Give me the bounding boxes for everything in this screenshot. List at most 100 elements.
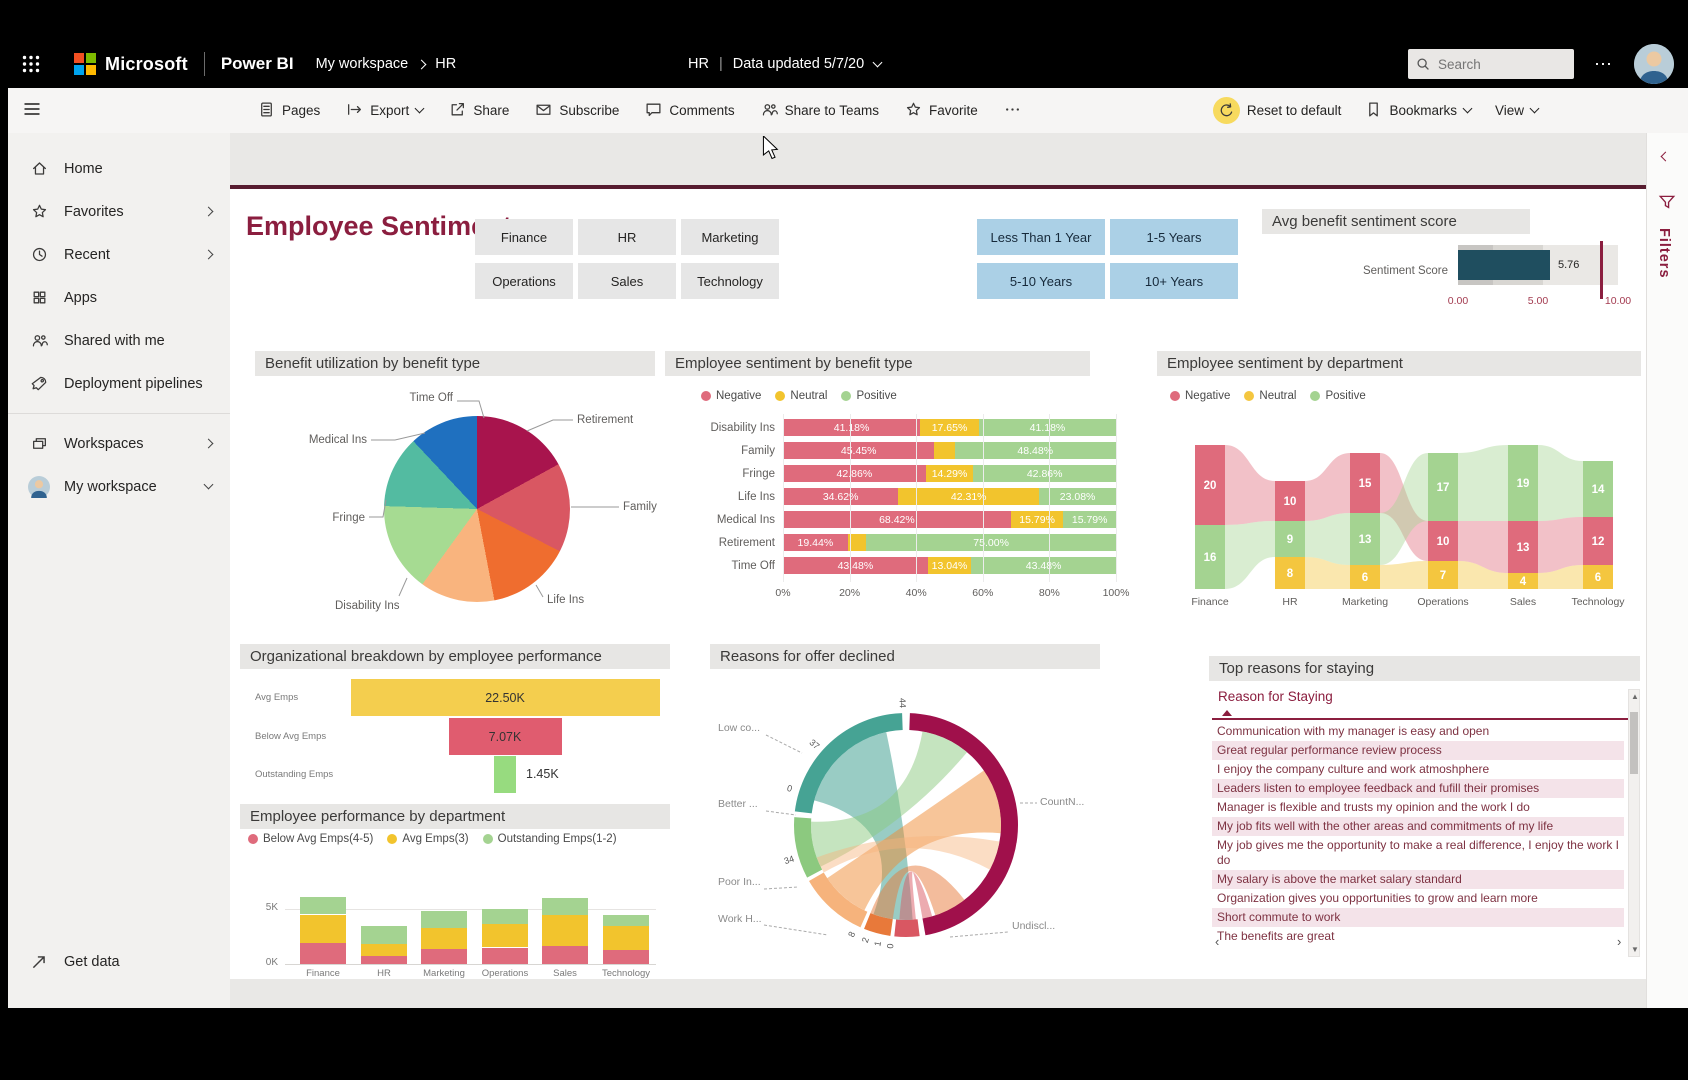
pie-chart[interactable] xyxy=(384,416,570,602)
ribbon-column-technology-neutral[interactable] xyxy=(1583,565,1613,589)
bar-segment-positive[interactable]: 48.48% xyxy=(954,442,1116,459)
search-box[interactable] xyxy=(1408,49,1574,79)
tenure-slicer-5-10-years[interactable]: 5-10 Years xyxy=(977,263,1105,299)
bar-segment-neutral[interactable] xyxy=(934,442,955,459)
bar-segment-positive[interactable]: 41.18% xyxy=(978,419,1117,436)
perf-segment-sales-avg-emps-3[interactable] xyxy=(542,914,588,947)
perf-segment-marketing-outstanding-emps-1-2[interactable] xyxy=(421,911,467,928)
table-scrollbar[interactable]: ▲ ▼ xyxy=(1628,689,1640,957)
chevron-down-icon[interactable] xyxy=(872,57,883,67)
sidebar-item-recent[interactable]: Recent xyxy=(8,233,230,276)
ribbon-column-finance-positive[interactable] xyxy=(1195,525,1225,589)
bar-time-off[interactable]: 43.48% 13.04% 43.48% xyxy=(783,557,1116,574)
sidebar-item-deployment-pipelines[interactable]: Deployment pipelines xyxy=(8,362,230,405)
scrollbar-thumb[interactable] xyxy=(1630,712,1638,774)
ribbon-column-finance-negative[interactable] xyxy=(1195,445,1225,525)
table-scroll-right-icon[interactable]: › xyxy=(1617,934,1622,949)
toolbar-subscribe-button[interactable]: Subscribe xyxy=(535,101,619,121)
chord-arc-low-co[interactable] xyxy=(794,713,903,814)
ribbon-column-sales-neutral[interactable] xyxy=(1508,573,1538,589)
toolbar-share-to-teams-button[interactable]: Share to Teams xyxy=(761,101,879,121)
table-row[interactable]: My job fits well with the other areas an… xyxy=(1212,817,1624,836)
tenure-slicer-10-years[interactable]: 10+ Years xyxy=(1110,263,1238,299)
dept-slicer-operations[interactable]: Operations xyxy=(475,263,573,299)
funnel-bar-below-avg-emps[interactable]: 7.07K xyxy=(448,718,562,755)
user-avatar[interactable] xyxy=(1634,44,1674,84)
bar-medical-ins[interactable]: 68.42% 15.79% 15.79% xyxy=(783,511,1116,528)
get-data-button[interactable]: Get data xyxy=(8,944,230,980)
funnel-bar-outstanding-emps[interactable] xyxy=(494,756,516,793)
gauge-bar[interactable] xyxy=(1458,250,1550,280)
toolbar-view-button[interactable]: View xyxy=(1495,103,1540,118)
bar-segment-negative[interactable]: 43.48% xyxy=(783,557,928,574)
perf-segment-finance-avg-emps-3[interactable] xyxy=(300,914,346,944)
ribbon-column-hr-positive[interactable] xyxy=(1275,521,1305,557)
perf-segment-operations-below-avg-emps-4-5[interactable] xyxy=(482,947,528,964)
toolbar-bookmarks-button[interactable]: Bookmarks xyxy=(1365,101,1473,121)
ribbon-column-sales-positive[interactable] xyxy=(1508,445,1538,521)
chord-arc-countn[interactable] xyxy=(909,713,1018,936)
bar-segment-negative[interactable]: 42.86% xyxy=(783,465,926,482)
chord-arc-undiscl[interactable] xyxy=(894,919,920,937)
bar-segment-neutral[interactable]: 15.79% xyxy=(1010,511,1064,528)
bar-segment-positive[interactable]: 23.08% xyxy=(1039,488,1117,505)
ribbon-column-technology-positive[interactable] xyxy=(1583,461,1613,517)
bar-segment-negative[interactable]: 68.42% xyxy=(783,511,1011,528)
table-row[interactable]: My salary is above the market salary sta… xyxy=(1212,870,1624,889)
perf-segment-technology-avg-emps-3[interactable] xyxy=(603,925,649,950)
perf-segment-hr-avg-emps-3[interactable] xyxy=(361,944,407,957)
table-row[interactable]: Great regular performance review process xyxy=(1212,741,1624,760)
perf-segment-technology-below-avg-emps-4-5[interactable] xyxy=(603,949,649,964)
perf-segment-sales-below-avg-emps-4-5[interactable] xyxy=(542,946,588,964)
more-options-icon[interactable]: ⋯ xyxy=(1594,53,1614,74)
filter-funnel-icon[interactable] xyxy=(1658,193,1676,216)
nav-collapse-icon[interactable] xyxy=(22,99,42,122)
bar-segment-neutral[interactable]: 13.04% xyxy=(927,557,972,574)
ribbon-column-marketing-neutral[interactable] xyxy=(1350,565,1380,589)
perf-segment-hr-outstanding-emps-1-2[interactable] xyxy=(361,925,407,945)
waffle-menu-icon[interactable] xyxy=(14,47,48,81)
funnel-bar-avg-emps[interactable]: 22.50K xyxy=(350,679,660,716)
perf-segment-finance-below-avg-emps-4-5[interactable] xyxy=(300,943,346,964)
perf-segment-marketing-below-avg-emps-4-5[interactable] xyxy=(421,948,467,964)
bar-segment-negative[interactable]: 19.44% xyxy=(783,534,848,551)
sidebar-item-favorites[interactable]: Favorites xyxy=(8,190,230,233)
ribbon-column-operations-positive[interactable] xyxy=(1428,453,1458,521)
perf-segment-hr-below-avg-emps-4-5[interactable] xyxy=(361,956,407,964)
sidebar-item-shared-with-me[interactable]: Shared with me xyxy=(8,319,230,362)
chord-arc-poor-in[interactable] xyxy=(809,872,868,928)
sidebar-item-apps[interactable]: Apps xyxy=(8,276,230,319)
ribbon-column-operations-negative[interactable] xyxy=(1428,521,1458,561)
table-row[interactable]: The benefits are great xyxy=(1217,929,1335,943)
sidebar-item-home[interactable]: Home xyxy=(8,147,230,190)
ribbon-column-marketing-positive[interactable] xyxy=(1350,513,1380,565)
perf-segment-marketing-avg-emps-3[interactable] xyxy=(421,927,467,949)
dept-slicer-finance[interactable]: Finance xyxy=(475,219,573,255)
table-row[interactable]: My job gives me the opportunity to make … xyxy=(1217,838,1619,867)
filters-label[interactable]: Filters xyxy=(1656,228,1672,279)
ribbon-column-marketing-negative[interactable] xyxy=(1350,453,1380,513)
search-input[interactable] xyxy=(1436,55,1545,73)
toolbar-comments-button[interactable]: Comments xyxy=(645,101,735,121)
bar-segment-negative[interactable]: 34.62% xyxy=(783,488,899,505)
dept-slicer-technology[interactable]: Technology xyxy=(681,263,779,299)
table-row[interactable]: Leaders listen to employee feedback and … xyxy=(1212,779,1624,798)
bar-segment-negative[interactable]: 41.18% xyxy=(783,419,921,436)
perf-segment-technology-outstanding-emps-1-2[interactable] xyxy=(603,914,649,926)
bar-segment-neutral[interactable] xyxy=(847,534,867,551)
ribbon-chart[interactable]: 20 16 Finance 10 9 8 HR 15 13 6 Marketing 17 10 7 Oper… xyxy=(1157,407,1642,637)
table-scroll-left-icon[interactable]: ‹ xyxy=(1215,934,1220,949)
ribbon-column-sales-negative[interactable] xyxy=(1508,521,1538,573)
bar-segment-positive[interactable]: 75.00% xyxy=(866,534,1116,551)
table-row[interactable]: I enjoy the company culture and work atm… xyxy=(1217,762,1490,776)
perf-segment-sales-outstanding-emps-1-2[interactable] xyxy=(542,898,588,915)
bar-segment-positive[interactable]: 43.48% xyxy=(971,557,1116,574)
breadcrumb-page[interactable]: HR xyxy=(435,56,457,72)
bar-segment-neutral[interactable]: 14.29% xyxy=(925,465,974,482)
tenure-slicer-less-than-1-year[interactable]: Less Than 1 Year xyxy=(977,219,1105,255)
table-row[interactable]: Organization gives you opportunities to … xyxy=(1217,891,1538,905)
bar-segment-negative[interactable]: 45.45% xyxy=(783,442,935,459)
toolbar-favorite-button[interactable]: Favorite xyxy=(905,101,978,121)
sidebar-item-workspaces[interactable]: Workspaces xyxy=(8,422,230,465)
